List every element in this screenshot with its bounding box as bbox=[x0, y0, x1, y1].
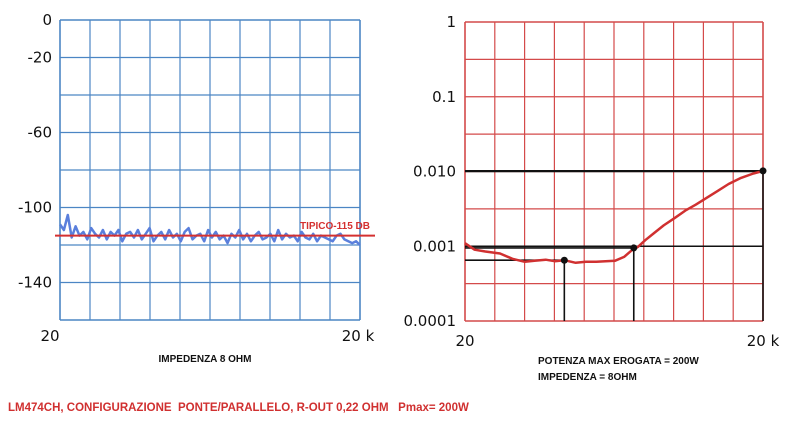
right-note-power: POTENZA MAX EROGATA = 200W bbox=[538, 356, 699, 367]
right-note-impedance: IMPEDENZA = 8OHM bbox=[538, 372, 637, 383]
left-noise-series-line bbox=[58, 213, 361, 246]
left-y-tick-label: -140 bbox=[18, 274, 52, 292]
data-marker-point bbox=[630, 244, 638, 252]
left-x-tick-start: 20 bbox=[40, 327, 59, 345]
left-y-tick-label: -20 bbox=[28, 49, 53, 67]
right-y-tick-label: 1 bbox=[446, 13, 456, 31]
left-chart-y-ticks: 0 -20 -60 -100 -140 bbox=[18, 11, 52, 292]
left-x-tick-end: 20 k bbox=[342, 327, 375, 345]
data-marker-point bbox=[759, 167, 767, 175]
left-chart-grid bbox=[59, 19, 361, 321]
right-chart-markers bbox=[560, 167, 767, 264]
left-y-tick-label: 0 bbox=[42, 11, 52, 29]
right-y-tick-label: 0.0001 bbox=[404, 312, 457, 330]
right-x-tick-start: 20 bbox=[455, 332, 474, 350]
data-marker-point bbox=[560, 256, 568, 264]
right-distortion-series-line bbox=[464, 169, 764, 265]
right-y-tick-label: 0.001 bbox=[413, 237, 456, 255]
figure-caption: LM474CH, CONFIGURAZIONE PONTE/PARALLELO,… bbox=[8, 402, 469, 414]
left-y-tick-label: -100 bbox=[18, 199, 52, 217]
left-y-tick-label: -60 bbox=[28, 124, 53, 142]
right-y-tick-label: 0.1 bbox=[432, 88, 456, 106]
left-x-axis-label: IMPEDENZA 8 OHM bbox=[159, 354, 252, 365]
right-chart-y-ticks: 1 0.1 0.010 0.001 0.0001 bbox=[404, 13, 457, 330]
right-x-tick-end: 20 k bbox=[747, 332, 780, 350]
reference-line-label: TIPICO-115 DB bbox=[300, 221, 370, 232]
right-y-tick-label: 0.010 bbox=[413, 163, 456, 181]
left-chart: 0-20-60-100-140 20 20 k IMPEDENZA 8 OHM … bbox=[18, 11, 375, 365]
right-chart: 1 0.1 0.010 0.001 0.0001 20 20 k POTENZA MAX… bbox=[404, 13, 780, 383]
